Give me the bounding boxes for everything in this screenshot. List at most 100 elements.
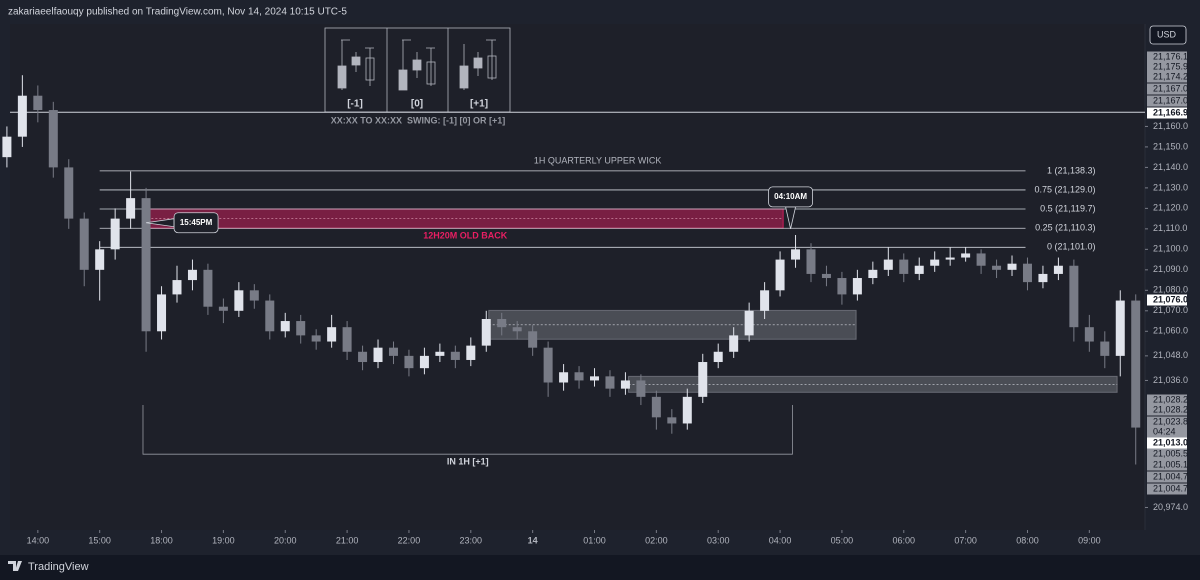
candle-body	[651, 396, 661, 418]
candle-body	[806, 249, 816, 274]
candle-body	[172, 280, 182, 295]
countdown: 04:24	[1153, 426, 1176, 436]
fib-label: 0.75 (21,129.0)	[1034, 184, 1095, 194]
candle-body	[388, 347, 398, 356]
header: zakariaeelfaouqy published on TradingVie…	[8, 7, 347, 18]
callout-box	[173, 212, 219, 234]
x-tick-label: 01:00	[583, 535, 606, 545]
candle-body	[574, 372, 584, 381]
inset-label: [-1]	[347, 99, 363, 110]
x-tick-label: 19:00	[212, 535, 235, 545]
y-tick-label: 21,100.0	[1153, 244, 1188, 254]
x-tick-label: 04:00	[769, 535, 792, 545]
x-tick-label: 08:00	[1016, 535, 1039, 545]
candle-body	[187, 269, 197, 281]
price-tag	[1147, 459, 1187, 471]
bracket-label: IN 1H [+1]	[447, 457, 489, 467]
candle-body	[945, 257, 955, 260]
price-tag-label: 21,175.9	[1153, 61, 1188, 71]
y-tick-label: 21,140.0	[1153, 162, 1188, 172]
price-tag-label: 21,167.0	[1153, 83, 1188, 93]
candle-body	[1115, 300, 1125, 356]
callout-label: 04:10AM	[774, 192, 807, 201]
candle-body	[698, 362, 708, 397]
price-tag	[1147, 61, 1187, 73]
y-tick-label: 21,048.0	[1153, 350, 1188, 360]
candle-body	[404, 355, 414, 369]
price-tag-label: 21,028.2	[1153, 394, 1188, 404]
price-tag	[1147, 448, 1187, 460]
x-tick-label: 15:00	[88, 535, 111, 545]
zone-label: 12H20M OLD BACK	[423, 231, 508, 241]
candle-body	[883, 259, 893, 270]
candle-body	[203, 269, 213, 307]
currency-button[interactable]	[1149, 25, 1187, 45]
x-tick-label: 22:00	[398, 535, 421, 545]
price-tag-label: 21,005.1	[1153, 459, 1188, 469]
candle-body	[450, 351, 460, 360]
candle-body	[930, 259, 940, 266]
candle-body	[775, 259, 785, 291]
price-tag-label: 21,176.1	[1153, 51, 1188, 61]
x-tick-label: 07:00	[954, 535, 977, 545]
fib-label: 0 (21,101.0)	[1047, 242, 1096, 252]
x-tick-label: 06:00	[893, 535, 916, 545]
price-tag	[1147, 437, 1187, 449]
logo	[8, 561, 22, 571]
countdown-tag	[1147, 426, 1187, 438]
candle-body	[327, 327, 337, 342]
y-tick-label: 21,060.0	[1153, 326, 1188, 336]
price-tag	[1147, 294, 1187, 306]
candle-body	[157, 294, 167, 332]
candle-body	[79, 218, 89, 270]
candle-body	[559, 372, 569, 383]
candle-body	[620, 380, 630, 389]
fib-label: 0.5 (21,119.7)	[1040, 203, 1095, 213]
candle-body	[48, 110, 58, 168]
y-tick-label: 20,974.0	[1153, 502, 1188, 512]
candle-body	[280, 321, 290, 332]
price-tag-label: 21,005.5	[1153, 448, 1188, 458]
x-tick-label: 21:00	[336, 535, 359, 545]
candle-body	[744, 310, 754, 336]
price-tag-label: 21,023.8	[1153, 416, 1188, 426]
price-tag	[1147, 416, 1187, 428]
y-tick-label: 21,080.0	[1153, 285, 1188, 295]
candle-body	[33, 95, 43, 111]
y-tick-label: 21,070.0	[1153, 305, 1188, 315]
x-tick-label: 18:00	[150, 535, 173, 545]
callout-box	[768, 186, 813, 208]
price-tag	[1147, 483, 1187, 495]
y-tick-label: 21,130.0	[1153, 182, 1188, 192]
x-tick-label: 14	[528, 535, 538, 545]
candle-body	[760, 290, 770, 311]
price-tag	[1147, 394, 1187, 406]
candle-body	[868, 269, 878, 279]
plot-area	[10, 24, 1145, 530]
y-tick-label: 21,110.0	[1153, 223, 1187, 233]
footer-bar	[0, 555, 1200, 580]
y-tick-label: 21,150.0	[1153, 141, 1188, 151]
candle-body	[358, 351, 368, 363]
candle-body	[837, 278, 847, 295]
candle-body	[1038, 273, 1048, 283]
candle-body	[373, 347, 383, 363]
x-tick-label: 03:00	[707, 535, 730, 545]
footer: TradingView	[28, 561, 89, 573]
candle-body	[110, 218, 120, 250]
candle-body	[218, 306, 228, 311]
inset-label: [0]	[411, 99, 423, 110]
candle-body	[2, 136, 12, 158]
candle-body	[961, 253, 971, 258]
candle-body	[528, 331, 538, 348]
candle-body	[481, 318, 491, 346]
candle-body	[992, 265, 1002, 270]
price-tag	[1147, 51, 1187, 63]
x-tick-label: 05:00	[831, 535, 854, 545]
candle-body	[64, 167, 74, 219]
inset-icons	[337, 39, 497, 91]
price-tag-label: 21,167.0	[1153, 95, 1188, 105]
chart-title: 1H QUARTERLY UPPER WICK	[534, 155, 662, 165]
